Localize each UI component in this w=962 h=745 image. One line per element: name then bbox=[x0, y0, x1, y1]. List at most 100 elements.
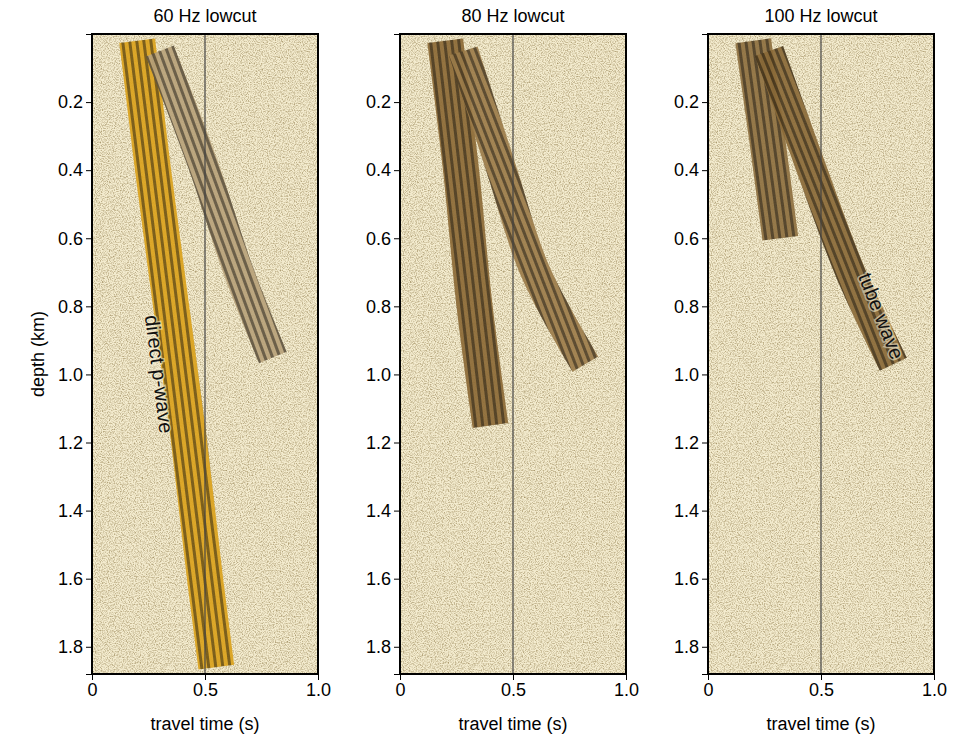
plot-frame bbox=[400, 34, 626, 674]
y-tick: 1.8 bbox=[674, 637, 708, 657]
y-tick: 1.6 bbox=[58, 569, 92, 589]
annotation: tube wave bbox=[854, 269, 908, 362]
y-tick: 1.0 bbox=[58, 365, 92, 385]
y-tick: 1.2 bbox=[58, 433, 92, 453]
panel-title: 100 Hz lowcut bbox=[764, 6, 877, 26]
reference-line bbox=[820, 34, 821, 674]
y-tick-mark bbox=[702, 306, 708, 307]
y-tick-label: 0.6 bbox=[366, 229, 391, 249]
plot-background bbox=[708, 34, 934, 674]
y-tick-mark bbox=[86, 511, 92, 512]
y-tick-mark bbox=[702, 374, 708, 375]
x-tick-label: 0 bbox=[87, 680, 97, 700]
y-tick-mark bbox=[394, 511, 400, 512]
y-tick: 0.8 bbox=[366, 297, 400, 317]
x-tick-label: 1.0 bbox=[922, 680, 947, 700]
y-tick-label: 0.8 bbox=[674, 297, 699, 317]
plot-frame bbox=[92, 34, 318, 674]
plot-background bbox=[92, 34, 318, 674]
y-tick: 1.4 bbox=[674, 501, 708, 521]
y-tick-label: 0.2 bbox=[366, 92, 391, 112]
y-tick-label: 0.6 bbox=[58, 229, 83, 249]
x-tick-label: 0 bbox=[703, 680, 713, 700]
y-axis: 0.20.40.60.81.01.21.41.61.8 bbox=[366, 35, 401, 675]
y-tick-mark bbox=[394, 443, 400, 444]
x-tick: 1.0 bbox=[922, 674, 947, 700]
y-tick-mark bbox=[86, 374, 92, 375]
y-tick-label: 0.6 bbox=[674, 229, 699, 249]
x-tick: 1.0 bbox=[306, 674, 331, 700]
y-tick-label: 1.0 bbox=[58, 365, 83, 385]
y-tick-label: 1.8 bbox=[674, 637, 699, 657]
y-tick-label: 1.0 bbox=[674, 365, 699, 385]
y-tick: 0.8 bbox=[58, 297, 92, 317]
y-tick-mark bbox=[394, 306, 400, 307]
plot-frame bbox=[708, 34, 934, 674]
y-tick-label: 1.2 bbox=[366, 433, 391, 453]
y-tick: 0.2 bbox=[674, 92, 708, 112]
panel: 0.20.40.60.81.01.21.41.61.800.51.060 Hz … bbox=[28, 6, 331, 734]
y-tick-label: 1.4 bbox=[366, 501, 391, 521]
x-axis-title: travel time (s) bbox=[150, 714, 259, 734]
y-tick-mark bbox=[702, 443, 708, 444]
noise-texture bbox=[400, 34, 626, 674]
y-tick-mark bbox=[394, 579, 400, 580]
chart-root: 0.2 0.4 0.6 0.8 1.0 1.2 1.4 1.6 1.8 0 0.5 1.0 60 Hz … bbox=[0, 0, 962, 745]
x-axis: 0 0.5 1.0 bbox=[87, 674, 331, 700]
noise-texture bbox=[708, 34, 934, 674]
x-tick-label: 1.0 bbox=[306, 680, 331, 700]
y-tick-mark bbox=[702, 647, 708, 648]
y-tick-label: 1.6 bbox=[366, 569, 391, 589]
y-axis-line bbox=[394, 35, 401, 675]
y-tick: 1.6 bbox=[366, 569, 400, 589]
x-tick: 0.5 bbox=[809, 674, 834, 700]
y-tick-label: 0.4 bbox=[366, 160, 391, 180]
y-tick: 1.4 bbox=[366, 501, 400, 521]
y-tick-mark bbox=[86, 102, 92, 103]
y-tick-label: 1.4 bbox=[674, 501, 699, 521]
marks bbox=[445, 34, 585, 674]
panel: 0.20.40.60.81.01.21.41.61.800.51.080 Hz … bbox=[366, 6, 639, 734]
x-tick-label: 1.0 bbox=[614, 680, 639, 700]
x-tick: 1.0 bbox=[614, 674, 639, 700]
marks bbox=[137, 34, 273, 674]
y-tick-mark bbox=[394, 374, 400, 375]
y-axis-line bbox=[86, 35, 93, 675]
y-tick-mark bbox=[394, 647, 400, 648]
panel-title: 60 Hz lowcut bbox=[153, 6, 256, 26]
x-tick-label: 0.5 bbox=[501, 680, 526, 700]
y-tick-label: 0.2 bbox=[674, 92, 699, 112]
y-tick-mark bbox=[86, 170, 92, 171]
y-tick: 0.4 bbox=[58, 160, 92, 180]
event-band bbox=[463, 51, 585, 364]
y-tick-label: 1.8 bbox=[58, 637, 83, 657]
x-tick-label: 0.5 bbox=[193, 680, 218, 700]
event-band bbox=[160, 51, 273, 357]
y-tick: 1.0 bbox=[366, 365, 400, 385]
noise-texture bbox=[92, 34, 318, 674]
y-axis: 0.20.40.60.81.01.21.41.61.8 bbox=[58, 35, 93, 675]
x-axis: 0 0.5 1.0 bbox=[703, 674, 947, 700]
x-axis-title: travel time (s) bbox=[458, 714, 567, 734]
y-tick: 0.4 bbox=[366, 160, 400, 180]
x-tick: 0 bbox=[703, 674, 713, 700]
y-tick: 1.6 bbox=[674, 569, 708, 589]
y-tick-label: 0.4 bbox=[674, 160, 699, 180]
x-tick-label: 0.5 bbox=[809, 680, 834, 700]
y-tick-label: 0.4 bbox=[58, 160, 83, 180]
y-tick: 0.6 bbox=[58, 229, 92, 249]
y-tick: 0.4 bbox=[674, 160, 708, 180]
x-tick: 0 bbox=[87, 674, 97, 700]
y-tick-mark bbox=[86, 306, 92, 307]
y-tick-mark bbox=[394, 238, 400, 239]
y-tick-mark bbox=[702, 102, 708, 103]
y-tick: 0.2 bbox=[366, 92, 400, 112]
y-tick-label: 0.2 bbox=[58, 92, 83, 112]
y-axis-line bbox=[702, 35, 709, 675]
y-tick-mark bbox=[86, 647, 92, 648]
y-tick-label: 1.6 bbox=[58, 569, 83, 589]
y-tick-mark bbox=[86, 443, 92, 444]
plot-background bbox=[400, 34, 626, 674]
y-tick: 1.2 bbox=[366, 433, 400, 453]
y-tick: 1.2 bbox=[674, 433, 708, 453]
